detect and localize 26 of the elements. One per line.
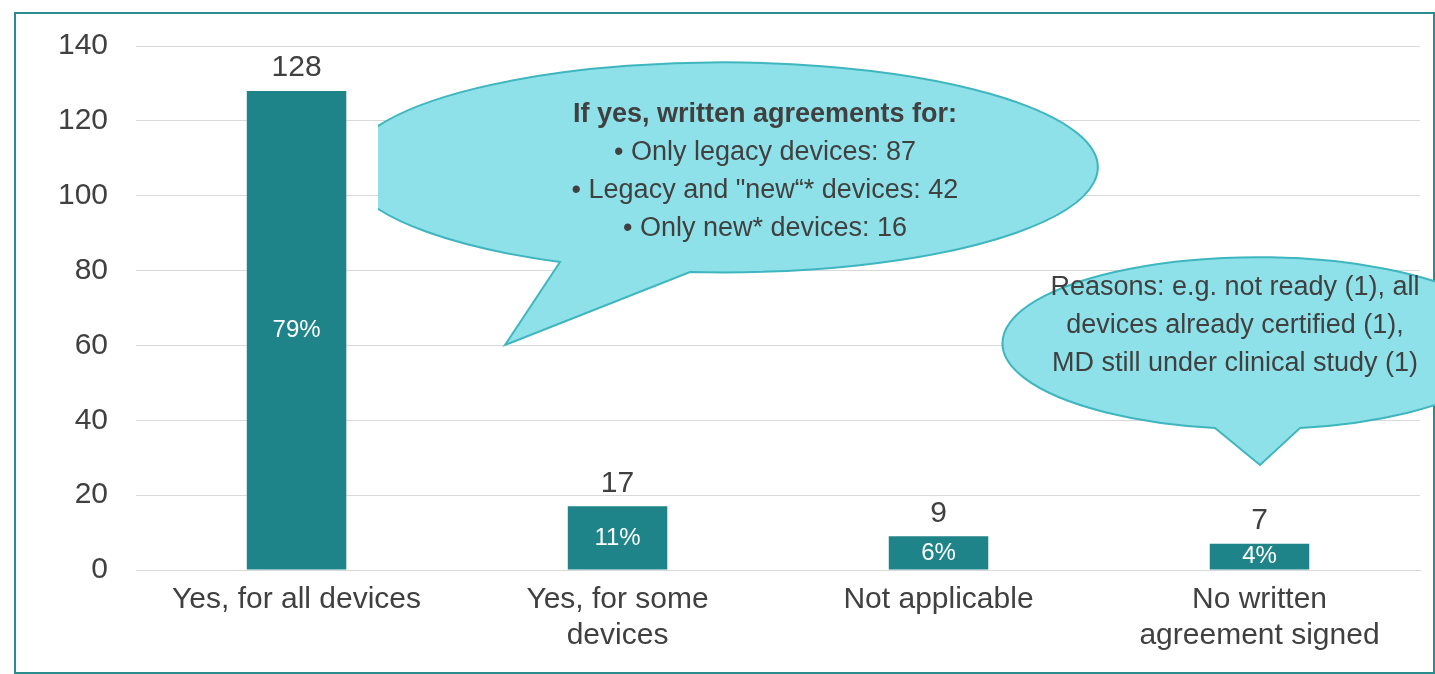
y-tick-label: 20: [74, 476, 109, 510]
y-tick-label: 0: [91, 551, 109, 585]
bar: [888, 536, 989, 570]
x-tick-label: Yes, for all devices: [172, 581, 422, 615]
y-tick-label: 60: [74, 326, 109, 360]
y-tick-label: 80: [74, 251, 109, 285]
bar: [246, 90, 347, 570]
y-tick-label: 120: [57, 102, 109, 136]
x-tick-label: Yes, for some devices: [526, 581, 709, 651]
data-label: 9: [930, 494, 947, 528]
bar: [567, 506, 668, 570]
annotation: If yes, written agreements for: • Only legacy devices: 87 • Legacy and "new“* devices: 42 • Only new* devices: 16: [570, 97, 960, 244]
y-tick-label: 100: [57, 176, 109, 210]
annotation: 4%: [1242, 541, 1277, 569]
bar: [1209, 543, 1310, 570]
data-label: 128: [271, 49, 322, 83]
annotation: 79%: [272, 314, 321, 342]
annotation: 11%: [594, 522, 641, 550]
y-tick-label: 140: [57, 27, 109, 61]
x-tick-label: No written agreement signed: [1139, 581, 1380, 651]
x-tick-label: Not applicable: [843, 581, 1034, 615]
y-tick-label: 40: [74, 401, 109, 435]
data-label: 7: [1251, 502, 1268, 536]
annotation: 6%: [921, 537, 956, 565]
annotation: Reasons: e.g. not ready (1), all devices already certified (1), MD still under clinical study (1): [1049, 270, 1421, 379]
data-label: 17: [600, 464, 635, 498]
